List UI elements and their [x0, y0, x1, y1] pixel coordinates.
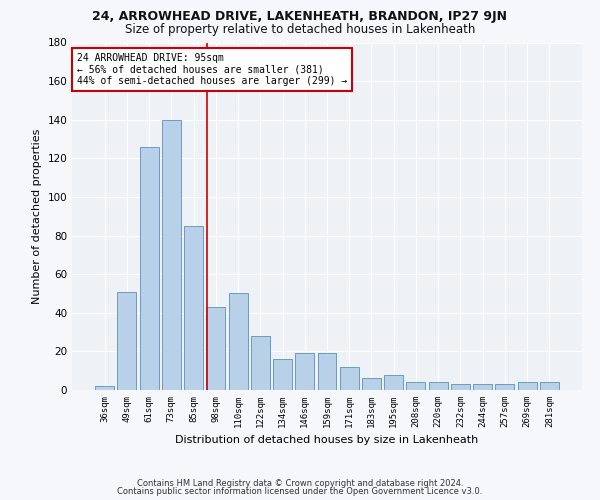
Bar: [540, 382, 559, 390]
Bar: [317, 354, 337, 390]
Bar: [429, 382, 448, 390]
Bar: [295, 354, 314, 390]
Bar: [118, 292, 136, 390]
Bar: [206, 307, 225, 390]
Bar: [384, 374, 403, 390]
Bar: [140, 147, 158, 390]
Bar: [451, 384, 470, 390]
X-axis label: Distribution of detached houses by size in Lakenheath: Distribution of detached houses by size …: [175, 436, 479, 446]
Text: Size of property relative to detached houses in Lakenheath: Size of property relative to detached ho…: [125, 22, 475, 36]
Bar: [184, 226, 203, 390]
Text: 24, ARROWHEAD DRIVE, LAKENHEATH, BRANDON, IP27 9JN: 24, ARROWHEAD DRIVE, LAKENHEATH, BRANDON…: [92, 10, 508, 23]
Bar: [229, 294, 248, 390]
Text: 24 ARROWHEAD DRIVE: 95sqm
← 56% of detached houses are smaller (381)
44% of semi: 24 ARROWHEAD DRIVE: 95sqm ← 56% of detac…: [77, 53, 347, 86]
Text: Contains public sector information licensed under the Open Government Licence v3: Contains public sector information licen…: [118, 487, 482, 496]
Bar: [406, 382, 425, 390]
Y-axis label: Number of detached properties: Number of detached properties: [32, 128, 42, 304]
Bar: [362, 378, 381, 390]
Bar: [251, 336, 270, 390]
Bar: [496, 384, 514, 390]
Bar: [273, 359, 292, 390]
Bar: [162, 120, 181, 390]
Text: Contains HM Land Registry data © Crown copyright and database right 2024.: Contains HM Land Registry data © Crown c…: [137, 478, 463, 488]
Bar: [340, 367, 359, 390]
Bar: [473, 384, 492, 390]
Bar: [518, 382, 536, 390]
Bar: [95, 386, 114, 390]
